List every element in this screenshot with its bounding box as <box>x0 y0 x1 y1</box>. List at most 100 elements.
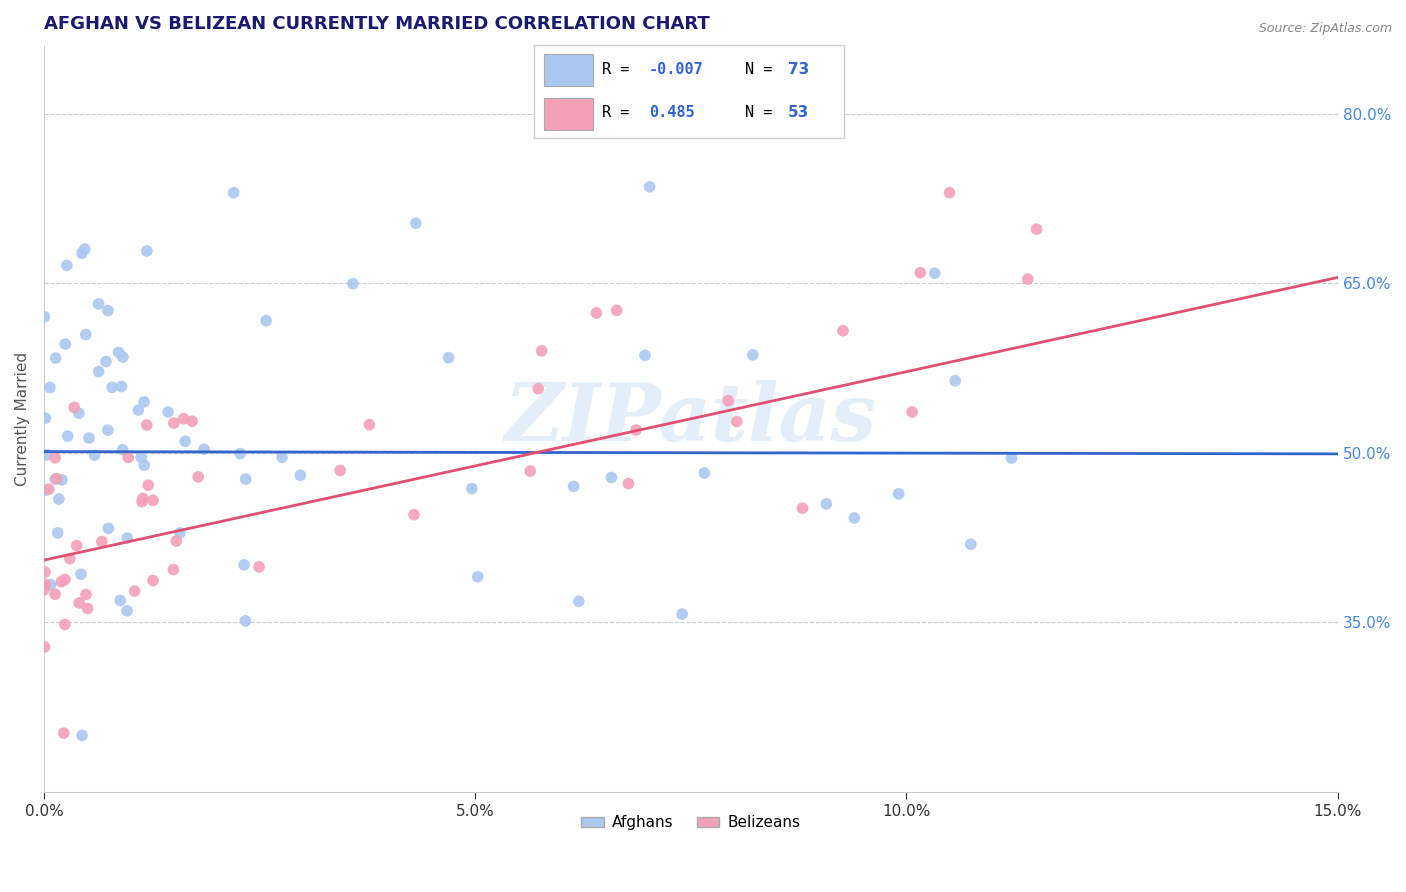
Point <box>107 345 129 359</box>
Text: 73: 73 <box>787 62 810 78</box>
Point <box>56 429 79 443</box>
Point <box>108 593 131 607</box>
Point <box>45 472 67 486</box>
FancyBboxPatch shape <box>544 54 593 86</box>
Point <box>562 479 585 493</box>
Point <box>127 403 149 417</box>
Point <box>77 431 100 445</box>
Point <box>76 601 98 615</box>
Point <box>111 350 134 364</box>
Point <box>173 411 195 425</box>
Point <box>741 348 763 362</box>
Point <box>134 458 156 473</box>
Point <box>46 525 69 540</box>
Text: R =: R = <box>602 62 638 78</box>
Point <box>53 617 76 632</box>
Point <box>97 303 120 318</box>
Point <box>38 482 60 496</box>
Point <box>568 594 591 608</box>
FancyBboxPatch shape <box>534 45 844 138</box>
Point <box>169 525 191 540</box>
Point <box>111 442 134 457</box>
Point <box>66 539 89 553</box>
Point <box>87 297 110 311</box>
Point <box>887 487 910 501</box>
Point <box>229 446 252 460</box>
Point <box>530 343 553 358</box>
Point <box>110 379 132 393</box>
Point <box>52 726 75 740</box>
Point <box>181 414 204 428</box>
Point <box>73 242 96 256</box>
Point <box>233 558 256 572</box>
Point <box>600 470 623 484</box>
Point <box>75 587 97 601</box>
Point <box>53 573 76 587</box>
Point <box>943 374 966 388</box>
Point <box>136 478 159 492</box>
Legend: Afghans, Belizeans: Afghans, Belizeans <box>575 809 806 837</box>
Point <box>90 534 112 549</box>
FancyBboxPatch shape <box>544 98 593 130</box>
Point <box>938 186 960 200</box>
Point <box>142 493 165 508</box>
Point <box>405 216 427 230</box>
Point <box>87 365 110 379</box>
Point <box>157 405 180 419</box>
Point <box>815 497 838 511</box>
Point <box>165 534 187 549</box>
Point <box>467 569 489 583</box>
Point <box>527 382 550 396</box>
Point <box>97 521 120 535</box>
Point <box>606 303 628 318</box>
Point <box>359 417 381 432</box>
Point <box>135 417 157 432</box>
Point <box>163 416 186 430</box>
Point <box>832 324 855 338</box>
Point <box>519 464 541 478</box>
Point <box>247 559 270 574</box>
Point <box>117 450 139 465</box>
Point <box>959 537 981 551</box>
Text: ZIPatlas: ZIPatlas <box>505 380 877 458</box>
Point <box>132 491 155 506</box>
Point <box>34 411 56 425</box>
Point <box>693 466 716 480</box>
Point <box>37 448 59 462</box>
Point <box>101 380 124 394</box>
Point <box>34 483 56 498</box>
Point <box>67 596 90 610</box>
Point <box>329 463 352 477</box>
Point <box>83 448 105 462</box>
Point <box>51 574 73 589</box>
Y-axis label: Currently Married: Currently Married <box>15 351 30 486</box>
Point <box>131 494 153 508</box>
Point <box>59 551 82 566</box>
Point <box>34 565 56 579</box>
Point <box>132 394 155 409</box>
Point <box>585 306 607 320</box>
Point <box>222 186 245 200</box>
Point <box>32 582 55 597</box>
Point <box>34 640 56 654</box>
Point <box>44 472 66 486</box>
Point <box>910 266 932 280</box>
Point <box>39 577 62 591</box>
Point <box>94 354 117 368</box>
Point <box>402 508 425 522</box>
Point <box>634 348 657 362</box>
Point <box>1000 451 1022 466</box>
Point <box>45 351 67 365</box>
Point <box>271 450 294 464</box>
Point <box>124 584 146 599</box>
Point <box>63 401 86 415</box>
Point <box>792 501 814 516</box>
Text: R =: R = <box>602 105 648 120</box>
Point <box>67 406 90 420</box>
Point <box>342 277 364 291</box>
Point <box>162 563 184 577</box>
Point <box>235 614 257 628</box>
Point <box>135 244 157 258</box>
Text: 53: 53 <box>787 105 810 120</box>
Point <box>290 468 312 483</box>
